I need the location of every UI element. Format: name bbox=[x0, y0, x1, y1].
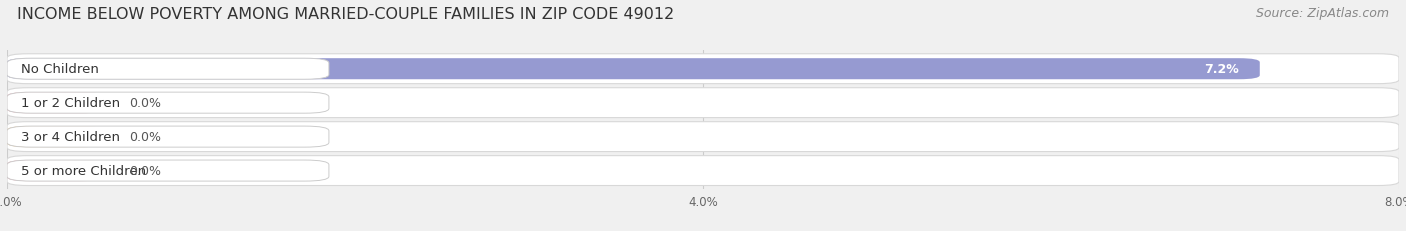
FancyBboxPatch shape bbox=[7, 93, 329, 114]
FancyBboxPatch shape bbox=[7, 88, 1399, 118]
Text: 3 or 4 Children: 3 or 4 Children bbox=[21, 131, 120, 143]
FancyBboxPatch shape bbox=[7, 160, 103, 181]
Text: 0.0%: 0.0% bbox=[129, 131, 160, 143]
FancyBboxPatch shape bbox=[7, 127, 329, 148]
FancyBboxPatch shape bbox=[7, 156, 1399, 186]
FancyBboxPatch shape bbox=[7, 93, 103, 114]
FancyBboxPatch shape bbox=[7, 59, 1260, 80]
FancyBboxPatch shape bbox=[7, 55, 1399, 84]
Text: 0.0%: 0.0% bbox=[129, 164, 160, 177]
FancyBboxPatch shape bbox=[7, 122, 1399, 152]
Text: Source: ZipAtlas.com: Source: ZipAtlas.com bbox=[1256, 7, 1389, 20]
FancyBboxPatch shape bbox=[7, 59, 329, 80]
Text: 1 or 2 Children: 1 or 2 Children bbox=[21, 97, 120, 110]
Text: 5 or more Children: 5 or more Children bbox=[21, 164, 146, 177]
Text: 7.2%: 7.2% bbox=[1204, 63, 1239, 76]
Text: No Children: No Children bbox=[21, 63, 98, 76]
FancyBboxPatch shape bbox=[7, 127, 103, 148]
Text: 0.0%: 0.0% bbox=[129, 97, 160, 110]
Text: INCOME BELOW POVERTY AMONG MARRIED-COUPLE FAMILIES IN ZIP CODE 49012: INCOME BELOW POVERTY AMONG MARRIED-COUPL… bbox=[17, 7, 673, 22]
FancyBboxPatch shape bbox=[7, 160, 329, 181]
